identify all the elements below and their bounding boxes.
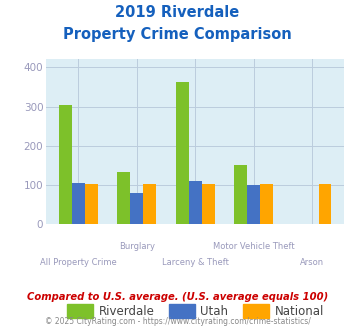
Bar (130, 193, 143, 224)
Bar (59, 105, 72, 224)
Legend: Riverdale, Utah, National: Riverdale, Utah, National (62, 300, 329, 323)
Bar (234, 165, 247, 224)
Text: Burglary: Burglary (119, 243, 155, 251)
Text: Arson: Arson (300, 258, 324, 267)
Text: Larceny & Theft: Larceny & Theft (162, 258, 229, 267)
Text: Compared to U.S. average. (U.S. average equals 100): Compared to U.S. average. (U.S. average … (27, 292, 328, 302)
Bar (189, 181, 202, 224)
Bar (319, 184, 332, 224)
Bar (247, 185, 260, 224)
Bar (202, 184, 214, 224)
Bar (143, 184, 156, 224)
Bar (72, 183, 85, 224)
Bar (260, 184, 273, 224)
Bar (176, 82, 189, 224)
Text: Motor Vehicle Theft: Motor Vehicle Theft (213, 243, 295, 251)
Bar (85, 184, 98, 224)
Text: © 2025 CityRating.com - https://www.cityrating.com/crime-statistics/: © 2025 CityRating.com - https://www.city… (45, 317, 310, 326)
Text: All Property Crime: All Property Crime (40, 258, 117, 267)
Text: Property Crime Comparison: Property Crime Comparison (63, 27, 292, 42)
Text: 2019 Riverdale: 2019 Riverdale (115, 5, 240, 20)
Bar (118, 172, 130, 224)
